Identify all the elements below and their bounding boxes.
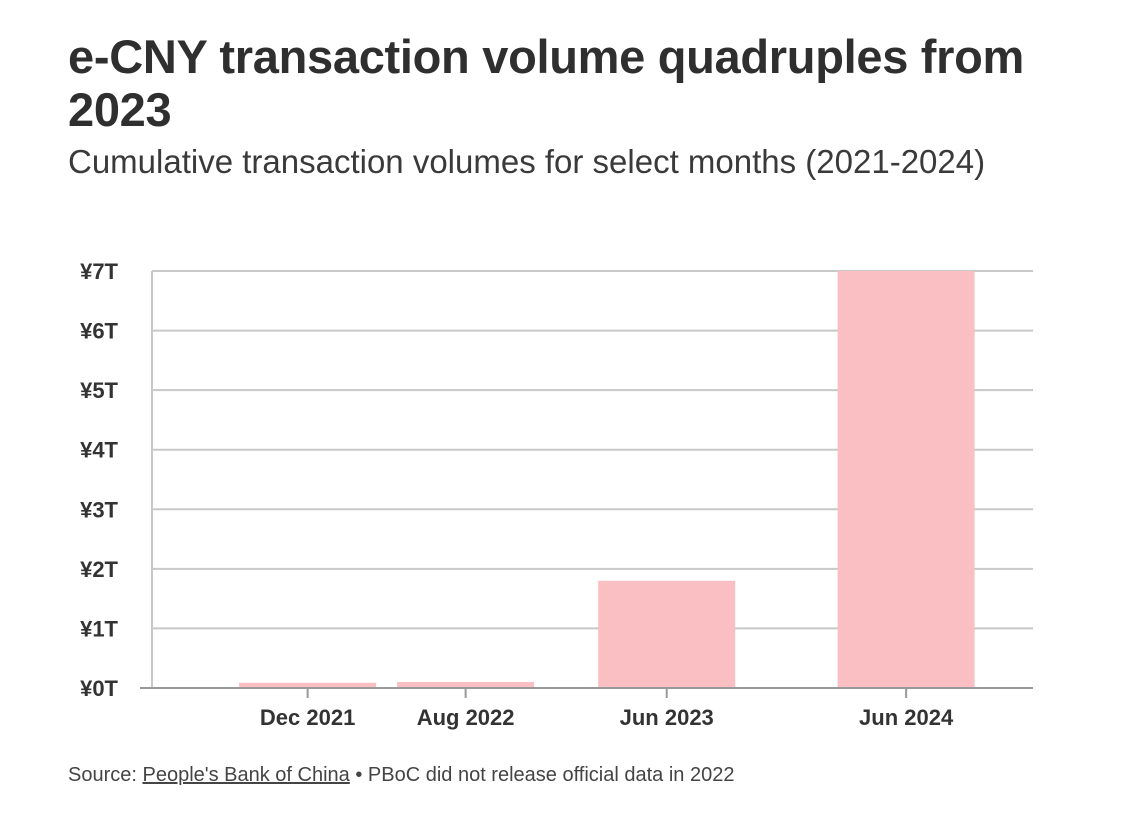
y-tick-labels: ¥0T ¥1T ¥2T ¥3T ¥4T ¥5T ¥6T ¥7T — [80, 259, 118, 701]
y-tick-label: ¥7T — [80, 259, 118, 284]
y-tick-label: ¥0T — [80, 676, 118, 701]
source-note-text: • PBoC did not release official data in … — [349, 764, 735, 786]
x-tick-label: Aug 2022 — [417, 705, 515, 730]
axes — [140, 271, 1033, 698]
x-tick-label: Jun 2024 — [859, 705, 954, 730]
x-tick-label: Jun 2023 — [620, 705, 714, 730]
source-link[interactable]: People's Bank of China — [142, 764, 350, 786]
source-prefix: Source: — [68, 764, 143, 786]
y-tick-label: ¥4T — [80, 438, 118, 463]
x-tick-labels: Dec 2021 Aug 2022 Jun 2023 Jun 2024 — [260, 705, 954, 730]
y-tick-label: ¥2T — [80, 557, 118, 582]
bar — [239, 682, 377, 688]
bar — [598, 580, 736, 688]
x-tick-label: Dec 2021 — [260, 705, 355, 730]
y-tick-label: ¥3T — [80, 497, 118, 522]
bar — [837, 271, 975, 688]
y-tick-label: ¥6T — [80, 319, 118, 344]
bars — [239, 271, 975, 688]
chart-subtitle: Cumulative transaction volumes for selec… — [68, 143, 986, 180]
chart-title: e-CNY transaction volume quadruples from… — [68, 30, 1025, 136]
bar — [397, 682, 535, 688]
y-tick-label: ¥1T — [80, 616, 118, 641]
source-note: Source: People's Bank of China • PBoC di… — [68, 764, 734, 787]
y-tick-label: ¥5T — [80, 378, 118, 403]
